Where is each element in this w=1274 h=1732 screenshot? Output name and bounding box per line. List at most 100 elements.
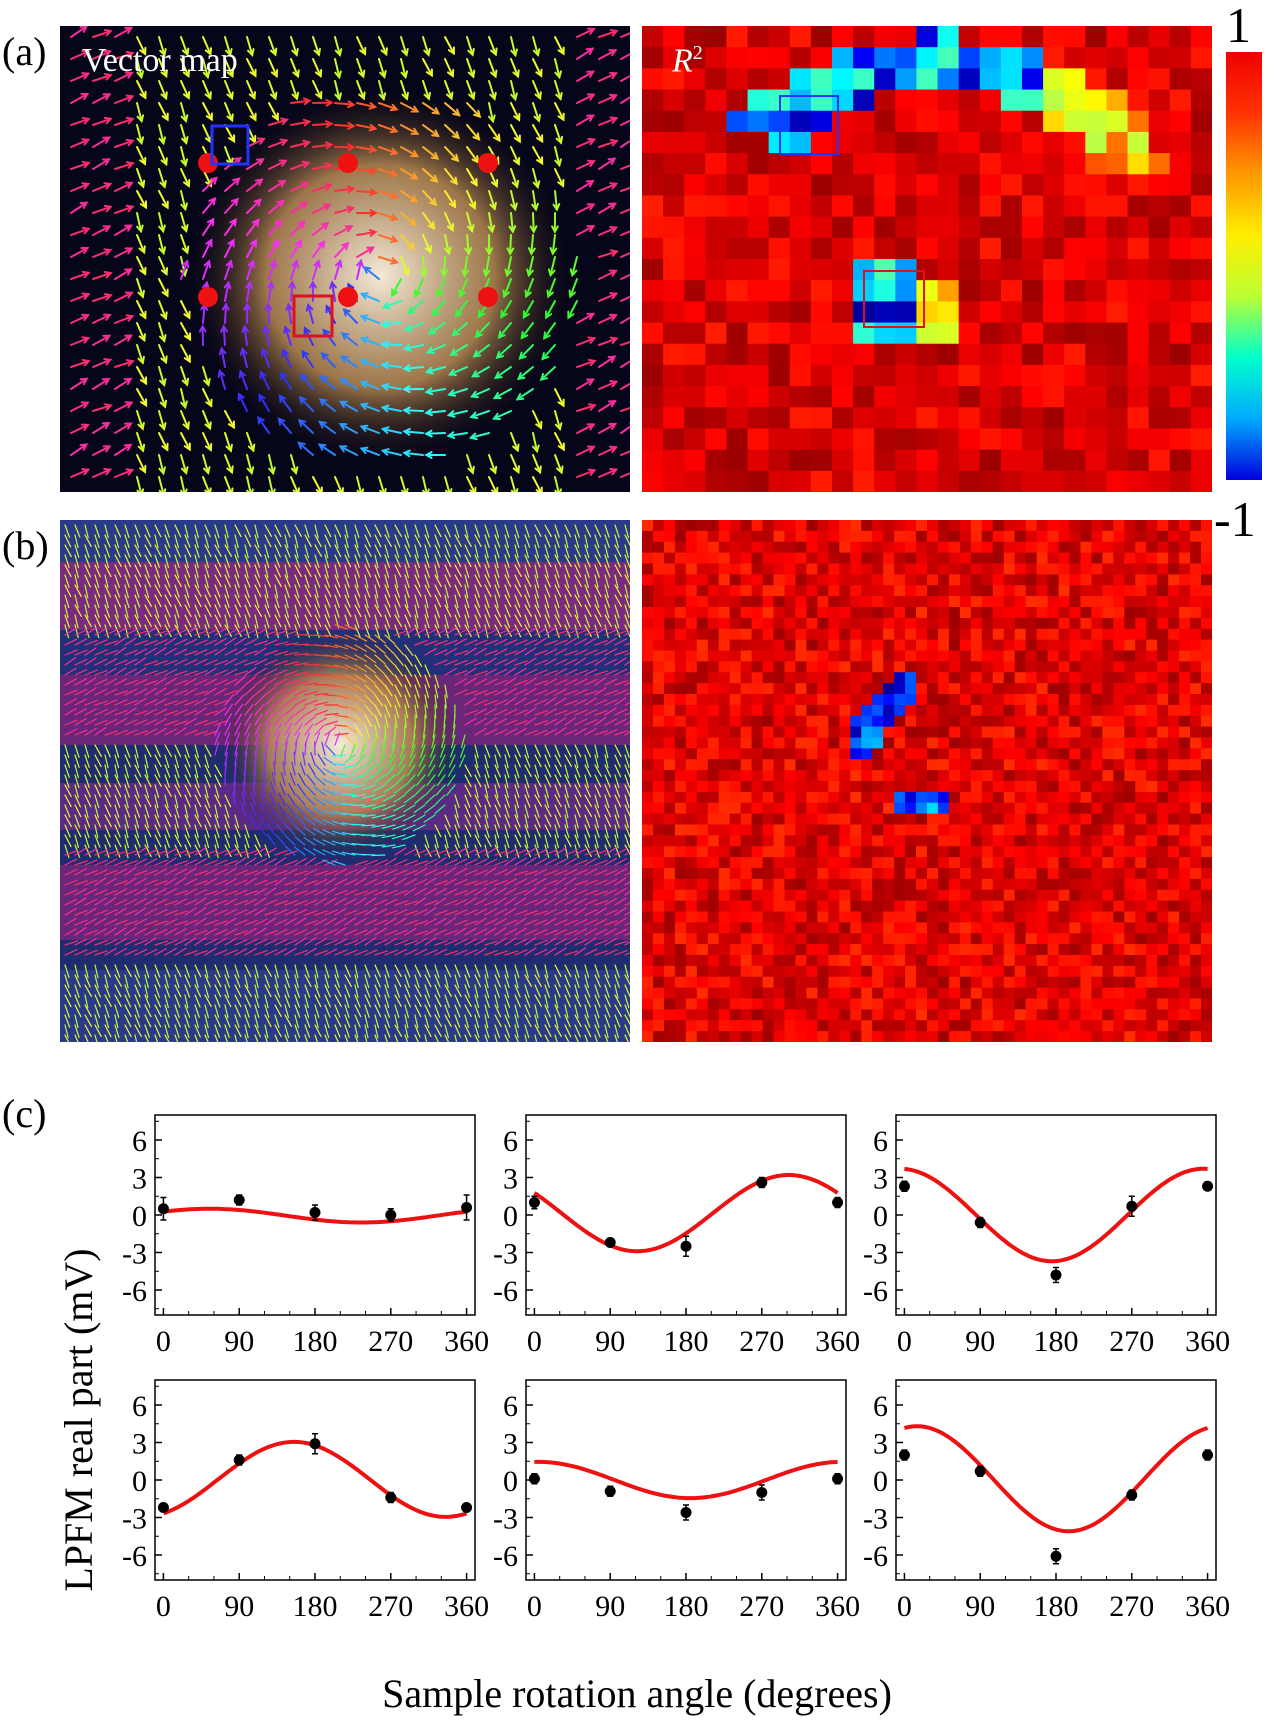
vector-arrow-head	[80, 313, 90, 321]
vector-arrow	[392, 814, 406, 821]
vector-arrow	[414, 627, 427, 636]
vector-arrow	[84, 794, 92, 808]
vector-arrow	[284, 564, 289, 579]
vector-arrow	[344, 644, 358, 651]
vector-arrow-head	[468, 91, 476, 101]
vector-arrow-head	[502, 289, 510, 299]
vector-arrow-head	[136, 70, 144, 80]
vector-arrow	[70, 401, 89, 412]
vector-arrow	[584, 594, 591, 608]
vector-arrow	[364, 878, 378, 886]
vector-arrow	[94, 628, 107, 636]
r2-cell	[652, 520, 665, 532]
vector-arrow	[114, 117, 134, 126]
r2-cell	[992, 552, 1005, 565]
vector-arrow	[494, 897, 507, 906]
vector-arrow	[594, 849, 608, 856]
vector-arrow	[372, 784, 386, 792]
r2-cell	[684, 174, 706, 197]
vector-arrow	[494, 658, 508, 666]
vector-arrow	[454, 824, 460, 838]
vector-arrow	[323, 767, 336, 776]
r2-cell	[958, 68, 981, 91]
vector-arrow	[84, 564, 92, 578]
vector-arrow	[334, 124, 355, 128]
vector-arrow-head	[279, 138, 289, 146]
vector-arrow	[324, 994, 331, 1008]
vector-arrow	[246, 158, 265, 170]
vector-arrow	[224, 629, 238, 636]
r2-cell	[853, 428, 875, 451]
vector-arrow	[344, 984, 351, 998]
r2-cell	[832, 364, 854, 387]
vector-arrow	[244, 1014, 251, 1028]
r2-cell	[1148, 301, 1171, 324]
vector-arrow	[584, 604, 592, 618]
vector-arrow	[284, 1004, 290, 1019]
vector-arrow	[384, 877, 397, 886]
vector-arrow	[180, 300, 191, 319]
r2-cell	[1022, 110, 1044, 133]
vector-arrow	[144, 794, 152, 808]
vector-arrow	[134, 554, 142, 568]
vector-arrow	[484, 690, 498, 696]
r2-cell	[839, 530, 851, 543]
vector-arrow-head	[325, 120, 334, 128]
vector-arrow	[381, 844, 396, 848]
vector-arrow	[224, 1014, 231, 1028]
vector-arrow	[382, 734, 386, 749]
vector-arrow-head	[125, 94, 135, 102]
vector-arrow	[354, 974, 359, 989]
r2-cell	[726, 68, 749, 91]
vector-arrow	[313, 797, 326, 806]
vector-arrow	[124, 584, 129, 599]
vector-arrow	[312, 203, 331, 214]
vector-arrow	[64, 844, 70, 859]
vector-arrow	[114, 947, 127, 956]
vector-arrow	[94, 534, 100, 548]
vector-arrow	[474, 554, 481, 568]
vector-arrow	[214, 637, 227, 646]
vector-arrow	[214, 928, 228, 936]
vector-arrow-head	[448, 199, 457, 209]
vector-arrow	[400, 190, 418, 203]
r2-cell	[740, 574, 753, 586]
vector-arrow	[604, 844, 611, 858]
vector-arrow-head	[180, 202, 188, 212]
vector-arrow	[574, 698, 588, 706]
vector-arrow	[484, 774, 490, 789]
vector-arrow	[64, 834, 72, 848]
vector-arrow	[384, 984, 390, 998]
r2-cell	[1003, 520, 1016, 532]
vector-arrow	[124, 834, 130, 849]
vector-arrow	[284, 939, 298, 946]
vector-arrow	[454, 868, 467, 876]
vector-arrow	[354, 534, 359, 549]
vector-arrow-head	[569, 268, 578, 278]
vector-arrow	[246, 260, 255, 280]
vector-arrow-head	[79, 377, 89, 386]
r2-cell	[874, 195, 896, 218]
vector-arrow-head	[424, 387, 434, 396]
vector-arrow	[344, 994, 350, 1009]
vector-arrow	[360, 337, 380, 346]
vector-arrow	[114, 678, 128, 686]
vector-arrow-head	[139, 310, 147, 320]
vector-arrow	[74, 544, 80, 559]
vector-arrow	[74, 604, 82, 617]
r2-cell	[948, 541, 961, 554]
vector-arrow	[92, 117, 112, 126]
vector-arrow	[458, 754, 466, 768]
vector-arrow	[244, 1034, 248, 1042]
vector-arrow	[598, 117, 618, 126]
vector-arrow	[494, 950, 508, 956]
r2-cell	[1022, 216, 1044, 239]
vector-arrow	[404, 900, 418, 906]
vector-arrow	[74, 564, 79, 579]
vector-arrow	[614, 1004, 622, 1017]
vector-arrow	[194, 1034, 199, 1042]
vector-arrow-head	[512, 465, 520, 475]
r2-cell	[905, 563, 917, 575]
vector-arrow	[294, 584, 300, 599]
vector-arrow	[414, 278, 424, 298]
